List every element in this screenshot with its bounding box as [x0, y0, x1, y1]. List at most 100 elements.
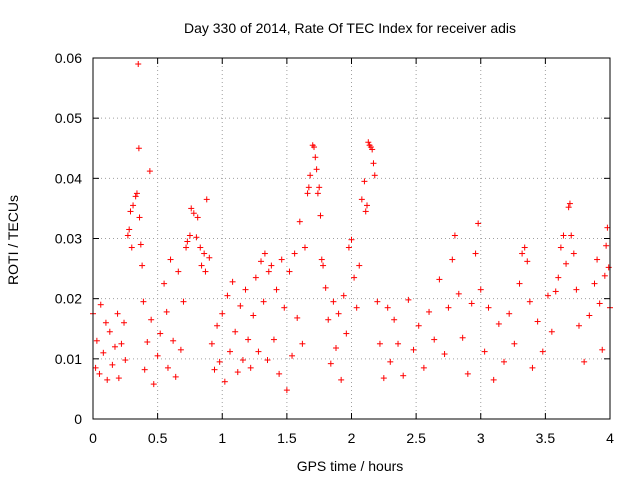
data-point: [495, 320, 502, 327]
data-point: [136, 214, 143, 221]
data-point: [376, 340, 383, 347]
data-point: [524, 258, 531, 265]
data-point: [307, 172, 314, 179]
data-point: [194, 214, 201, 221]
data-point: [104, 376, 111, 383]
data-point: [455, 290, 462, 297]
data-point: [130, 202, 137, 209]
data-point: [299, 340, 306, 347]
data-point: [330, 298, 337, 305]
x-axis-label: GPS time / hours: [297, 458, 404, 474]
data-point: [93, 337, 100, 344]
data-point: [603, 242, 610, 249]
data-point: [265, 268, 272, 275]
y-axis-label: ROTI / TECUs: [5, 195, 21, 285]
data-point: [161, 280, 168, 287]
data-point: [227, 348, 234, 355]
data-point: [573, 286, 580, 293]
data-point: [557, 244, 564, 251]
data-point: [516, 280, 523, 287]
data-point: [552, 288, 559, 295]
data-point: [345, 244, 352, 251]
data-point: [332, 345, 339, 352]
data-point: [371, 172, 378, 179]
data-point: [362, 208, 369, 215]
data-point: [148, 316, 155, 323]
chart-title: Day 330 of 2014, Rate Of TEC Index for r…: [184, 20, 516, 36]
data-point: [431, 336, 438, 343]
data-point: [327, 360, 334, 367]
data-point: [139, 262, 146, 269]
data-point: [526, 298, 533, 305]
data-point: [154, 352, 161, 359]
data-point: [276, 370, 283, 377]
data-point: [224, 292, 231, 299]
data-point: [291, 250, 298, 257]
data-point: [426, 308, 433, 315]
data-point: [335, 310, 342, 317]
data-point: [208, 340, 215, 347]
data-point: [511, 340, 518, 347]
data-point: [183, 244, 190, 251]
data-point: [311, 144, 318, 151]
data-point: [197, 244, 204, 251]
data-point: [140, 298, 147, 305]
data-point: [206, 254, 213, 261]
y-tick-label: 0.04: [55, 170, 82, 186]
data-point: [605, 264, 612, 271]
x-tick-label: 0: [89, 430, 97, 446]
data-point: [436, 276, 443, 283]
data-point: [239, 357, 246, 364]
data-point: [534, 318, 541, 325]
data-point: [252, 274, 259, 281]
data-point: [570, 250, 577, 257]
x-tick-label: 0.5: [148, 430, 168, 446]
data-point: [481, 348, 488, 355]
data-point: [193, 234, 200, 241]
data-point: [211, 366, 218, 373]
data-point: [586, 312, 593, 319]
data-point: [135, 145, 142, 152]
data-point: [449, 256, 456, 263]
data-point: [188, 205, 195, 212]
y-tick-label: 0.03: [55, 231, 82, 247]
data-point: [468, 300, 475, 307]
data-point: [118, 340, 125, 347]
data-point: [177, 346, 184, 353]
data-point: [566, 200, 573, 207]
x-tick-label: 2: [348, 430, 356, 446]
data-point: [135, 61, 142, 68]
data-point: [391, 316, 398, 323]
data-point: [172, 373, 179, 380]
data-point: [150, 381, 157, 388]
data-point: [358, 196, 365, 203]
x-tick-label: 1.5: [277, 430, 297, 446]
data-point: [529, 364, 536, 371]
data-point: [459, 334, 466, 341]
data-point: [594, 256, 601, 263]
data-point: [115, 375, 122, 382]
x-tick-label: 3.5: [536, 430, 556, 446]
data-point: [124, 232, 131, 239]
y-tick-label: 0: [74, 411, 82, 427]
data-point: [384, 304, 391, 311]
data-point: [286, 268, 293, 275]
data-point: [92, 364, 99, 371]
data-point: [261, 250, 268, 257]
data-point: [268, 262, 275, 269]
data-point: [221, 378, 228, 385]
data-point: [250, 312, 257, 319]
data-point: [317, 212, 324, 219]
data-point: [97, 301, 104, 308]
data-point: [141, 366, 148, 373]
data-point: [477, 286, 484, 293]
data-point: [338, 376, 345, 383]
y-axis-ticks: 0 0.01 0.02 0.03 0.04 0.05 0.06: [55, 50, 610, 427]
data-point: [581, 358, 588, 365]
data-point: [320, 262, 327, 269]
data-point: [229, 278, 236, 285]
data-point: [128, 244, 135, 251]
data-point: [370, 160, 377, 167]
data-point: [353, 304, 360, 311]
data-point: [133, 190, 140, 197]
